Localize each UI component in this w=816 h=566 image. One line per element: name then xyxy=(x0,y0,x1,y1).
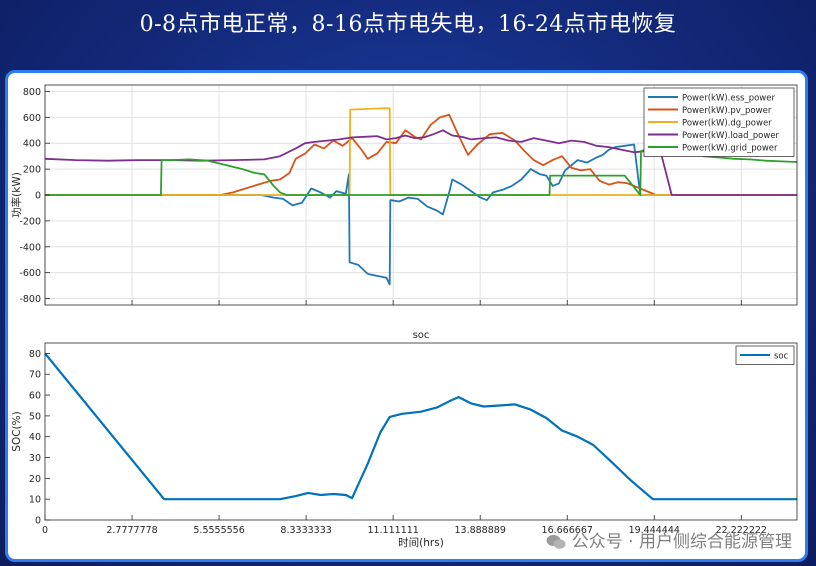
figure-frame: 800 600 400 200 0 -200 -400 -600 -800 功率(kW) Power… xyxy=(5,70,808,562)
legend-label-0-2: Power(kW).dg_power xyxy=(682,119,772,129)
y-tick-label-1-0: 80 xyxy=(29,349,41,360)
series-line-0-4 xyxy=(45,142,798,196)
y-tick-label-1-6: 20 xyxy=(29,474,41,485)
y-tick-label-1-2: 60 xyxy=(29,391,41,402)
x-tick-label-1-3: 8.3333333 xyxy=(280,525,331,536)
y-tick-label-1-1: 70 xyxy=(29,370,41,381)
y-tick-label-1-8: 0 xyxy=(35,516,41,527)
x-tick-label-1-5: 13.888889 xyxy=(454,525,505,536)
y-tick-label-0-2: 400 xyxy=(23,139,41,150)
legend-label-0-3: Power(kW).load_power xyxy=(682,131,780,141)
watermark-text: 公众号 · 用户侧综合能源管理 xyxy=(571,532,792,552)
series-line-1-0 xyxy=(44,352,797,501)
legend-label-0-4: Power(kW).grid_power xyxy=(682,144,778,154)
plot-area-1 xyxy=(45,343,797,520)
y-tick-label-0-6: -400 xyxy=(19,242,41,253)
series-line-0-1 xyxy=(45,113,797,196)
y-tick-label-0-4: 0 xyxy=(35,191,41,202)
y-tick-label-1-4: 40 xyxy=(29,432,41,443)
wechat-icon xyxy=(546,534,566,550)
y-tick-label-0-7: -600 xyxy=(19,268,41,279)
legend-label-1-0: soc xyxy=(774,352,789,362)
x-tick-label-1-0: 0 xyxy=(42,525,48,536)
x-tick-label-1-4: 11.111111 xyxy=(367,525,418,536)
figure-canvas: 8006004002000-200-400-600-800功率(kW)Power… xyxy=(10,84,798,549)
x-axis-label-1: 时间(hrs) xyxy=(398,536,444,549)
legend-label-0-0: Power(kW).ess_power xyxy=(682,94,775,104)
y-tick-label-1-5: 30 xyxy=(29,453,41,464)
series-line-0-3 xyxy=(44,129,797,196)
watermark: 公众号 · 用户侧综合能源管理 xyxy=(546,527,792,552)
y-tick-label-1-7: 10 xyxy=(29,495,41,506)
chart-title-1: soc xyxy=(413,330,430,341)
y-tick-label-1-3: 50 xyxy=(29,411,41,422)
legend-label-0-1: Power(kW).pv_power xyxy=(682,106,772,116)
y-tick-label-0-8: -800 xyxy=(19,294,41,305)
slide-title: 0-8点市电正常，8-16点市电失电，16-24点市电恢复 xyxy=(139,12,677,37)
x-tick-label-1-7: 19.444444 xyxy=(629,525,680,536)
x-tick-label-1-8: 22.222222 xyxy=(716,525,767,536)
y-tick-label-0-1: 600 xyxy=(23,113,41,124)
y-tick-label-0-5: -200 xyxy=(19,216,41,227)
y-tick-label-0-3: 200 xyxy=(23,165,41,176)
x-tick-label-1-1: 2.7777778 xyxy=(106,525,157,536)
y-tick-label-0-0: 800 xyxy=(23,87,41,98)
series-line-0-2 xyxy=(45,107,797,196)
y-axis-label-0: 功率(kW) xyxy=(10,172,23,218)
x-tick-label-1-6: 16.666667 xyxy=(542,525,593,536)
axes-box-1 xyxy=(44,342,798,521)
y-axis-label-1: SOC(%) xyxy=(11,411,23,451)
x-tick-label-1-2: 5.5555556 xyxy=(193,525,244,536)
